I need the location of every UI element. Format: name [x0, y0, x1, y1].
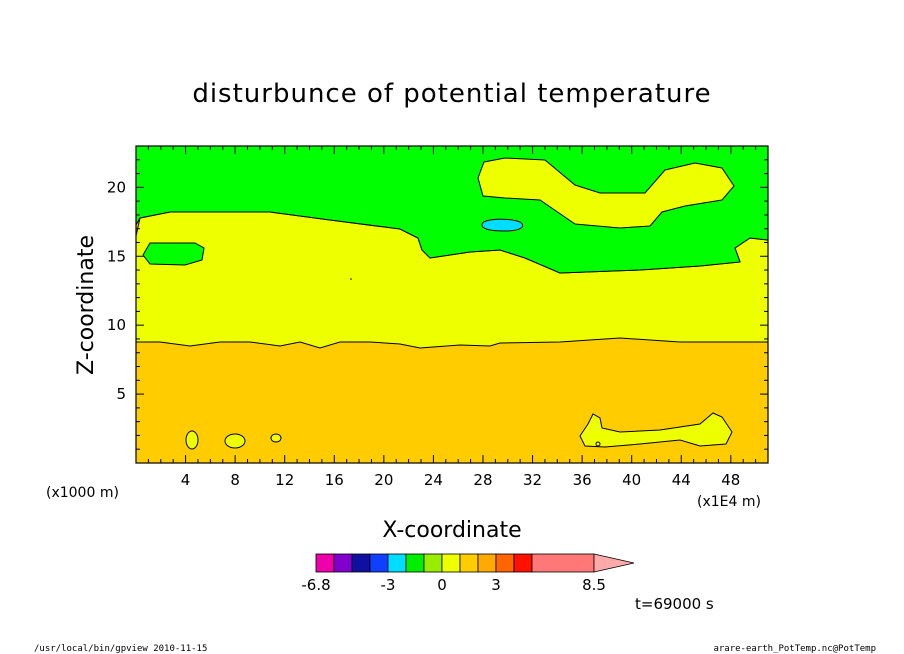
plot-frame	[135, 145, 769, 464]
small-cell-2	[224, 433, 246, 449]
yellow-lower-right	[579, 412, 733, 448]
yellow-upper-patch	[477, 157, 735, 229]
colorbar-labels: -6.8 -3 0 3 8.5	[301, 576, 606, 594]
x-tick-label: 28	[473, 471, 492, 489]
time-label: t=69000 s	[635, 595, 714, 613]
colorbar-swatch	[315, 553, 335, 573]
green-upper	[136, 146, 768, 274]
y-tick-label: 5	[116, 385, 126, 403]
x-tick-label: 40	[622, 471, 641, 489]
colorbar-label: 3	[491, 576, 501, 594]
colorbar-swatch	[513, 553, 533, 573]
x-tick-label: 8	[230, 471, 240, 489]
plot-area	[136, 146, 768, 463]
x-tick-label: 44	[672, 471, 691, 489]
y-tick-label: 20	[107, 178, 126, 196]
chart-title: disturbunce of potential temperature	[192, 79, 711, 109]
colorbar-swatch	[351, 553, 371, 573]
x-tick-label: 12	[275, 471, 294, 489]
footer-left: /usr/local/bin/gpview 2010-11-15	[34, 644, 207, 654]
x-axis-label: X-coordinate	[382, 518, 521, 543]
y-axis: 5 10 15 20	[107, 159, 768, 450]
colorbar-arrow	[593, 553, 635, 573]
x-tick-label: 36	[573, 471, 592, 489]
colorbar-swatch	[333, 553, 353, 573]
x-tick-label: 32	[523, 471, 542, 489]
colorbar-swatch	[423, 553, 443, 573]
x-tick-label: 24	[424, 471, 443, 489]
colorbar	[315, 553, 635, 573]
x-axis: 4 8 12 16 20 24 28 32 36 40 44 48	[147, 146, 757, 489]
footer-right: arare-earth_PotTemp.nc@PotTemp	[713, 644, 876, 654]
tiny-dot-2	[350, 278, 352, 280]
colorbar-swatch	[387, 553, 407, 573]
colorbar-label: 0	[437, 576, 447, 594]
x-tick-label: 48	[721, 471, 740, 489]
colorbar-swatch	[477, 553, 497, 573]
colorbar-swatch	[441, 553, 461, 573]
y-axis-label: Z-coordinate	[74, 235, 99, 375]
x-tick-label: 16	[325, 471, 344, 489]
colorbar-label: -3	[381, 576, 396, 594]
small-cell-3	[270, 433, 282, 443]
colorbar-swatch	[531, 553, 595, 573]
y-tick-label: 15	[107, 247, 126, 265]
x-tick-label: 20	[374, 471, 393, 489]
tiny-dot	[595, 441, 601, 447]
x-scale-note: (x1E4 m)	[697, 494, 761, 510]
colorbar-swatch	[459, 553, 479, 573]
green-left-patch	[142, 242, 205, 266]
colorbar-swatch	[369, 553, 389, 573]
x-tick-label: 4	[181, 471, 191, 489]
small-cell-1	[185, 430, 199, 450]
colorbar-swatch	[495, 553, 515, 573]
colorbar-label: -6.8	[301, 576, 330, 594]
colorbar-label: 8.5	[582, 576, 606, 594]
colorbar-swatch	[405, 553, 425, 573]
x-unit-label: (x1000 m)	[46, 485, 119, 501]
y-tick-label: 10	[107, 316, 126, 334]
cyan-patch	[481, 218, 524, 232]
